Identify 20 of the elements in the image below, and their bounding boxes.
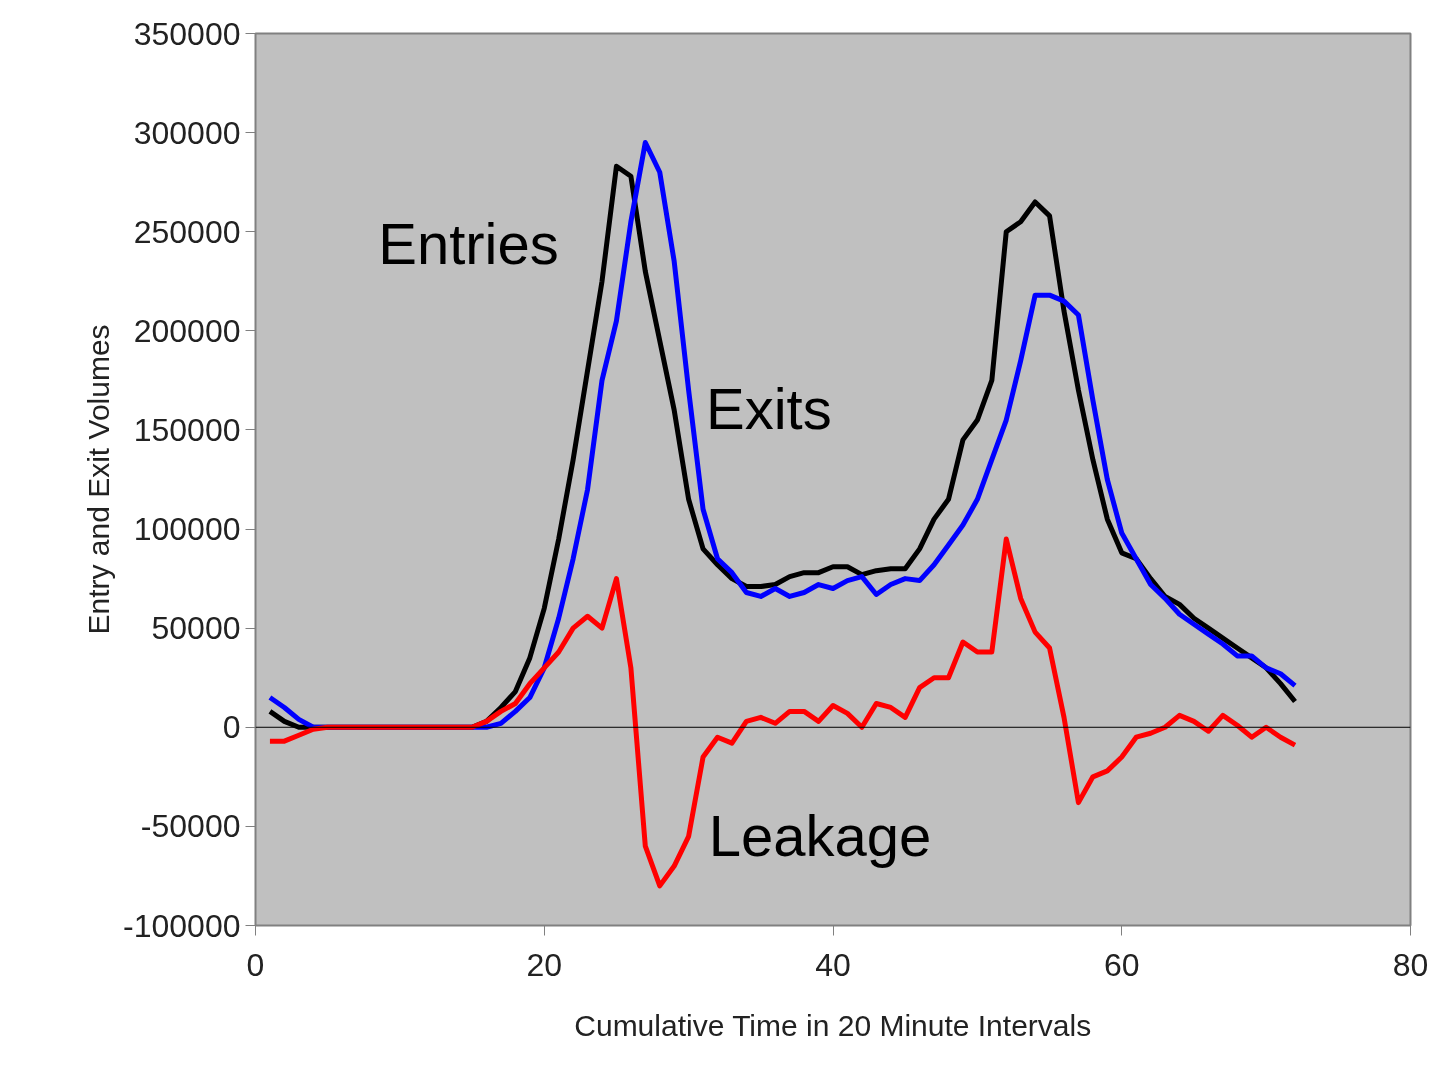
y-tick-label: -100000 <box>123 907 241 944</box>
y-tick-label: 200000 <box>133 312 241 349</box>
y-tick-label: 300000 <box>133 114 241 151</box>
y-tick-label: 0 <box>222 709 241 746</box>
series-label: Entries <box>378 211 559 277</box>
y-tick-label: 100000 <box>133 511 241 548</box>
x-tick-label: 20 <box>526 946 563 983</box>
x-tick-label: 40 <box>815 946 851 983</box>
series-label: Leakage <box>708 802 932 868</box>
series-label: Exits <box>705 375 832 441</box>
y-tick-label: 350000 <box>133 15 241 52</box>
y-tick-label: 150000 <box>133 411 241 448</box>
y-tick-label: 250000 <box>133 213 241 250</box>
x-tick-label: 0 <box>246 946 265 983</box>
x-tick-label: 60 <box>1103 946 1140 983</box>
x-tick-label: 80 <box>1392 946 1429 983</box>
x-axis-title: Cumulative Time in 20 Minute Intervals <box>574 1008 1092 1042</box>
y-axis-title: Entry and Exit Volumes <box>82 324 116 635</box>
y-tick-label: 50000 <box>151 610 241 647</box>
y-tick-label: -50000 <box>140 808 241 845</box>
